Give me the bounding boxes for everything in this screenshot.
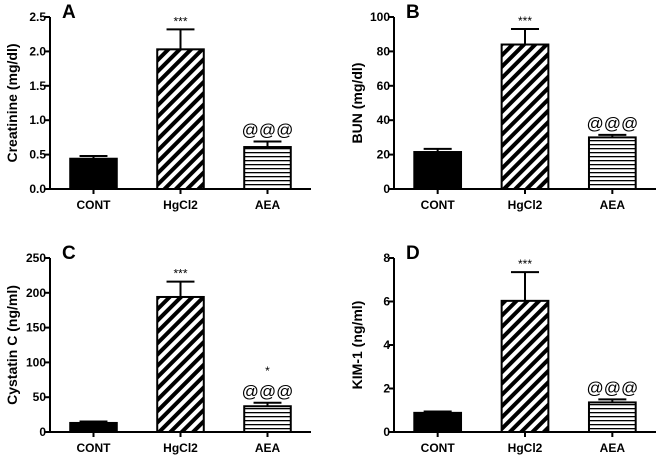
bar-hgcl2 xyxy=(156,295,205,434)
bar-cont xyxy=(413,151,463,191)
y-tick-label: 0.0 xyxy=(29,182,46,196)
x-tick-label: CONT xyxy=(77,441,112,455)
x-tick-label: CONT xyxy=(421,441,456,455)
y-tick-label: 0 xyxy=(39,425,46,439)
x-tick-label: CONT xyxy=(421,198,456,212)
y-tick-label: 40 xyxy=(377,113,391,127)
chart-panel-c: C Cystatin C (ng/ml) 0 50 100 150 200 250 CONT Hg… xyxy=(4,243,311,455)
significance-marker: @@@ xyxy=(242,382,294,401)
panel-letter: D xyxy=(406,243,420,264)
x-tick-label: HgCl2 xyxy=(508,441,543,455)
significance-marker: *** xyxy=(518,257,532,271)
y-tick-label: 1.0 xyxy=(29,113,46,127)
x-tick-label: HgCl2 xyxy=(508,198,543,212)
bar-cont xyxy=(413,411,463,433)
y-tick-label: 20 xyxy=(377,148,391,162)
y-tick-label: 8 xyxy=(383,251,390,265)
bar-aea xyxy=(587,401,637,434)
panel-letter: B xyxy=(406,2,420,23)
significance-marker: @@@ xyxy=(586,114,638,133)
y-axis-label: KIM-1 (ng/ml) xyxy=(349,301,365,390)
bar-aea xyxy=(587,136,637,190)
y-tick-label: 0 xyxy=(383,182,390,196)
significance-marker: *** xyxy=(173,14,187,28)
x-tick-label: HgCl2 xyxy=(163,198,198,212)
chart-panel-d: D KIM-1 (ng/ml) 0 2 4 6 8 CONT HgCl2 *** AEA @@@ xyxy=(349,243,656,455)
bar-hgcl2 xyxy=(156,48,205,190)
y-tick-label: 6 xyxy=(383,295,390,309)
x-tick-label: HgCl2 xyxy=(163,441,198,455)
x-tick-label: AEA xyxy=(255,441,281,455)
significance-marker: * xyxy=(265,364,270,378)
chart-panel-b: B BUN (mg/dl) 0 20 40 60 80 100 CONT HgCl2 *** AEA @… xyxy=(349,2,656,212)
y-tick-label: 80 xyxy=(377,44,391,58)
bar-cont xyxy=(69,421,118,433)
y-tick-label: 2.0 xyxy=(29,44,46,58)
panel-letter: A xyxy=(62,2,76,23)
y-tick-label: 0 xyxy=(383,425,390,439)
chart-panel-a: A Creatinine (mg/dl) 0.0 0.5 1.0 1.5 2.0 2.5 CON… xyxy=(4,2,311,212)
x-tick-label: AEA xyxy=(255,198,281,212)
bar-cont xyxy=(69,157,118,190)
significance-marker: *** xyxy=(173,267,187,281)
y-tick-label: 1.5 xyxy=(29,79,46,93)
y-tick-label: 200 xyxy=(26,286,46,300)
y-tick-label: 4 xyxy=(383,338,390,352)
panel-letter: C xyxy=(62,243,76,264)
y-tick-label: 2 xyxy=(383,382,390,396)
x-tick-label: AEA xyxy=(600,441,626,455)
significance-marker: *** xyxy=(518,14,532,28)
y-tick-label: 100 xyxy=(370,10,390,24)
y-tick-label: 150 xyxy=(26,321,46,335)
y-tick-label: 100 xyxy=(26,355,46,369)
bar-aea xyxy=(243,405,292,433)
significance-marker: @@@ xyxy=(242,121,294,140)
bar-hgcl2 xyxy=(500,299,550,433)
bar-hgcl2 xyxy=(500,43,550,190)
y-tick-label: 50 xyxy=(33,390,47,404)
y-tick-label: 60 xyxy=(377,79,391,93)
y-tick-label: 250 xyxy=(26,251,46,265)
y-axis-label: BUN (mg/dl) xyxy=(349,63,365,144)
y-axis-label: Cystatin C (ng/ml) xyxy=(4,285,20,405)
bar-aea xyxy=(243,146,292,190)
significance-marker: @@@ xyxy=(586,378,638,397)
x-tick-label: CONT xyxy=(77,198,112,212)
y-axis-label: Creatinine (mg/dl) xyxy=(4,43,20,162)
x-tick-label: AEA xyxy=(600,198,626,212)
y-tick-label: 2.5 xyxy=(29,10,46,24)
y-tick-label: 0.5 xyxy=(29,148,46,162)
